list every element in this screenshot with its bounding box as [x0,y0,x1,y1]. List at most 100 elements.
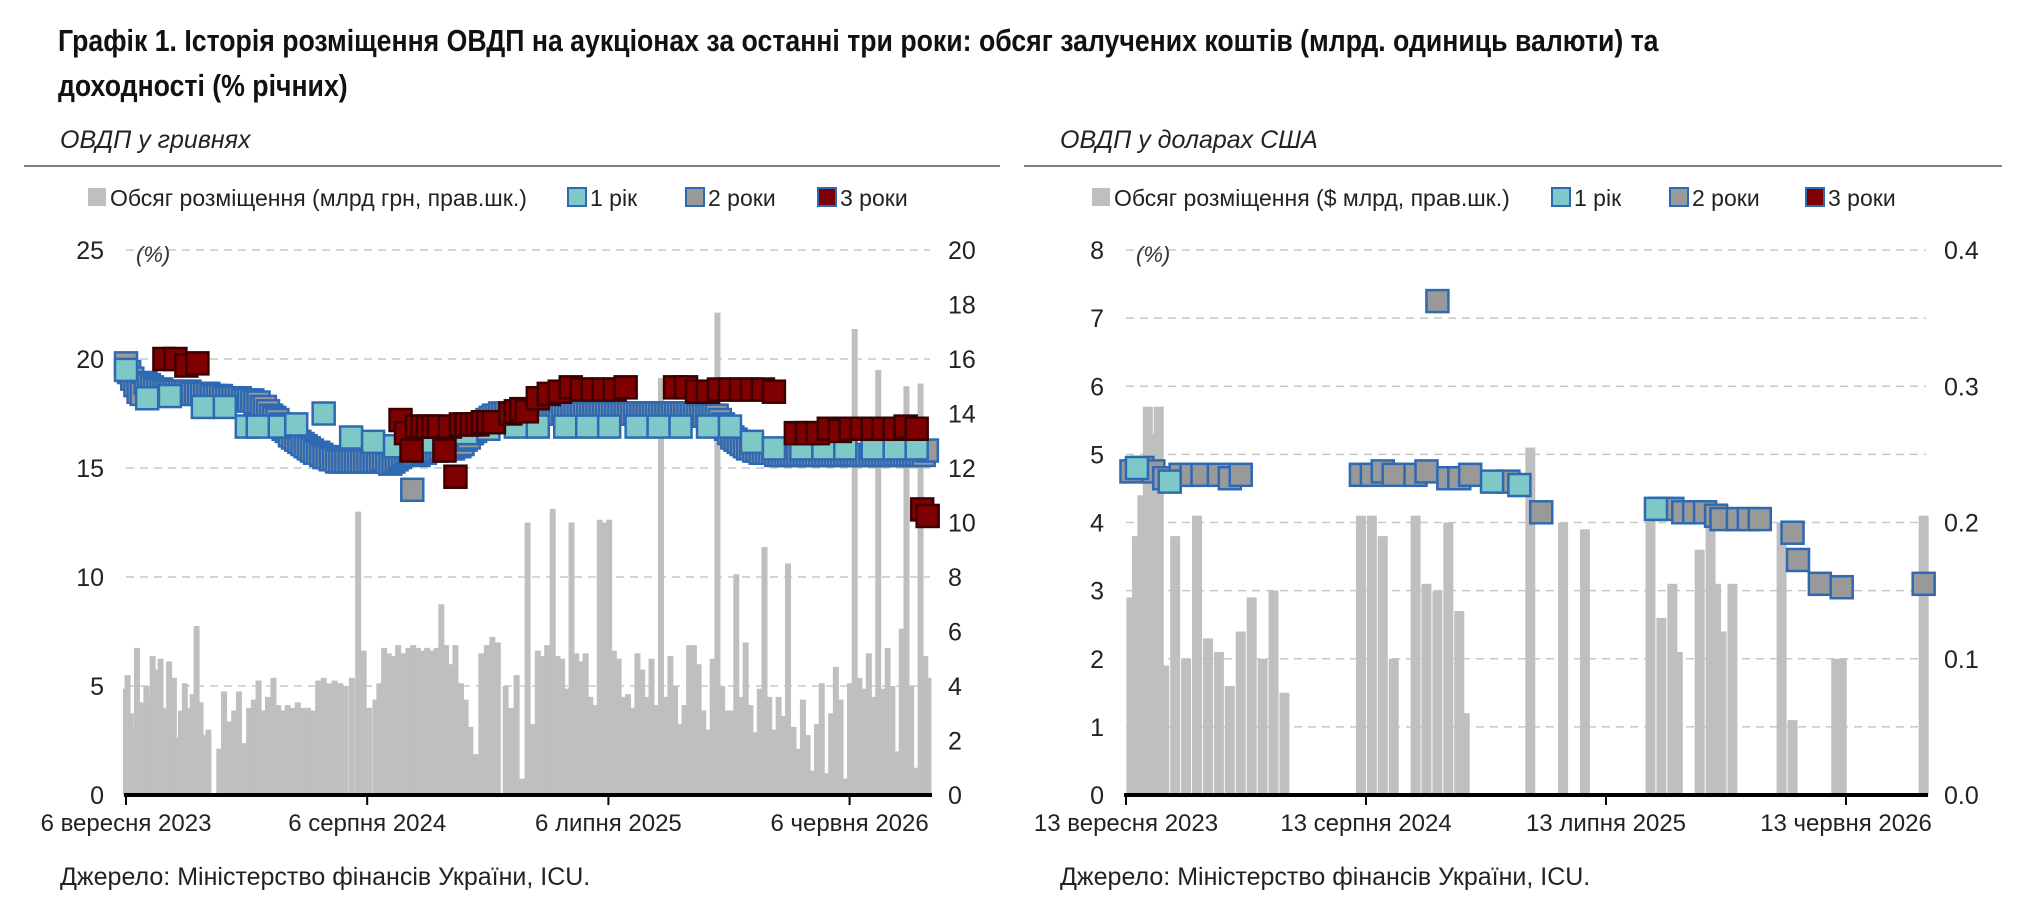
volume-bar [304,707,311,795]
volume-bar [842,778,849,795]
volume-bar [582,653,589,795]
volume-bar [331,680,338,795]
volume-bar [620,696,627,795]
volume-bar [662,696,669,795]
volume-bar [865,653,872,795]
marker-y2 [1381,462,1406,488]
x-tick-label: 13 серпня 2024 [1280,810,1451,837]
marker-y3 [904,416,929,442]
volume-bar [315,680,322,795]
legend-label: Обсяг розміщення (млрд грн, прав.шк.) [110,185,527,211]
panel-subtitle: ОВДП у гривнях [60,126,252,154]
volume-bar [1558,522,1569,795]
volume-bar [785,563,792,795]
x-tick-label: 13 червня 2026 [1760,810,1932,837]
x-tick-label: 13 липня 2025 [1526,810,1686,837]
volume-bar [275,705,282,795]
volume-bar [284,705,291,795]
y-right-tick-label: 6 [948,619,962,647]
volume-bar [615,658,622,795]
volume-bar [462,699,469,795]
volume-bar [161,707,168,795]
marker-y2 [1807,571,1833,597]
chart-panel-2: ОВДП у доларах США Обсяг розміщення ($ мл… [1024,126,2002,891]
volume-bar [922,656,929,795]
y-left-tick-label: 5 [1090,441,1104,469]
volume-bar [489,636,496,795]
volume-bar [137,702,144,795]
volume-bar [467,726,474,795]
volume-bar [299,707,306,795]
marker-y1 [212,394,238,420]
volume-bar [513,675,520,795]
volume-bar [1432,590,1443,795]
legend-label: 3 роки [840,185,908,211]
marker-y1 [668,414,693,439]
y-left-tick-label: 3 [1090,578,1104,606]
volume-bar [1131,536,1142,795]
volume-bar [173,737,180,795]
panel-subtitle: ОВДП у доларах США [1060,126,1318,154]
volume-bar [559,658,566,795]
volume-bar [294,702,301,795]
y-right-tick-label: 0 [948,782,962,810]
volume-bar [376,683,383,795]
volume-bar [154,669,161,795]
legend-swatch-y1 [567,187,587,207]
volume-bar [385,653,392,795]
volume-bar [326,683,333,795]
volume-bar [766,696,773,795]
volume-bar [405,647,412,795]
volume-bar [719,686,726,795]
volume-bar [433,647,440,795]
marker-y3 [761,379,787,404]
volume-bar [686,645,693,795]
volume-bar [861,688,868,795]
volume-bar [250,699,257,795]
volume-bar [672,686,679,795]
volume-bar [1153,406,1164,795]
volume-bar [309,710,316,795]
volume-bar [577,661,584,795]
x-tick-label: 6 вересня 2023 [41,810,212,837]
volume-bar [1137,495,1148,795]
volume-bar [709,658,716,795]
volume-bar [653,705,660,795]
volume-bar [625,694,632,795]
volume-bar [438,604,445,795]
y-left-tick-label: 15 [76,455,104,483]
volume-bar [264,696,271,795]
volume-bar [606,519,613,795]
y-left-tick-label: 4 [1090,510,1104,538]
volume-bar [452,645,459,795]
volume-bar [634,653,641,795]
volume-bar [568,522,575,795]
y-right-tick-label: 8 [948,564,962,592]
legend-label: 1 рік [1574,185,1622,211]
volume-bar [348,677,355,795]
volume-bar [856,677,863,795]
volume-bar [681,705,688,795]
volume-bar [410,645,417,795]
y-right-tick-label: 12 [948,455,976,483]
volume-bar [790,726,797,795]
volume-bar [889,686,896,795]
volume-bar [534,650,541,795]
marker-y2 [1528,500,1554,525]
volume-bar [231,710,238,795]
volume-bar [260,710,267,795]
volume-bar [414,647,421,795]
x-tick-label: 13 вересня 2023 [1034,810,1218,837]
marker-y1 [553,414,578,439]
marker-y1 [1643,496,1669,522]
markers-y3 [152,346,940,529]
y-right-tick-label: 0.4 [1944,237,1979,265]
volume-bar [143,686,150,795]
y-right-tick-label: 14 [948,401,976,429]
volume-bars [123,312,932,795]
volume-bar [1279,692,1290,795]
markers-y2 [1119,288,1936,600]
volume-bar [742,642,749,795]
marker-y1 [1507,472,1532,498]
y-right-tick-label: 18 [948,292,976,320]
